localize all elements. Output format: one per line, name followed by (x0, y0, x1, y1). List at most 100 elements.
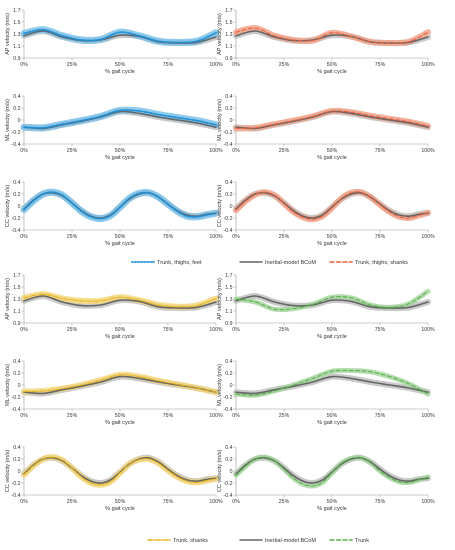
y-tick-label: 0 (18, 383, 21, 389)
y-tick-label: 1.5 (13, 20, 20, 26)
x-tick-label: 50% (327, 327, 338, 333)
chart-panel: 0.9 1.1 1.3 1.5 1.7 0% 25% 50% 75% 100% % gait cyc… (5, 8, 223, 75)
chart-panel: -0.4 -0.2 0 0.2 0.4 0% 25% 50% 75% 100% % gait cyc… (5, 445, 223, 512)
y-tick-label: -0.4 (12, 407, 21, 413)
x-tick-label: 75% (163, 62, 174, 68)
x-axis-label: % gait cycle (105, 241, 135, 247)
chart-panel: -0.4 -0.2 0 0.2 0.4 0% 25% 50% 75% 100% % gait cyc… (217, 94, 435, 161)
y-tick-label: 0 (18, 118, 21, 124)
y-tick-label: 1.1 (13, 44, 20, 50)
y-tick-label: 0.2 (225, 192, 232, 198)
x-axis-label: % gait cycle (105, 506, 135, 512)
x-tick-label: 100% (209, 62, 223, 68)
y-tick-label: -0.2 (12, 216, 21, 222)
legend-label: Trunk, thighs, shanks (355, 260, 408, 266)
x-tick-label: 0% (232, 327, 240, 333)
x-axis-label: % gait cycle (317, 69, 347, 75)
y-axis-label: ML velocity (m/s) (5, 99, 11, 141)
x-axis-label: % gait cycle (105, 69, 135, 75)
y-tick-label: 0.4 (225, 94, 232, 100)
x-tick-label: 75% (375, 499, 386, 505)
x-tick-label: 0% (20, 327, 28, 333)
y-tick-label: 0.2 (13, 371, 20, 377)
y-tick-label: -0.2 (224, 216, 233, 222)
y-tick-label: -0.4 (224, 228, 233, 234)
x-tick-label: 100% (421, 148, 435, 154)
y-tick-label: 0.4 (13, 94, 20, 100)
x-tick-label: 100% (209, 327, 223, 333)
chart-panel: 0.9 1.1 1.3 1.5 1.7 0% 25% 50% 75% 100% % gait cyc… (217, 273, 435, 340)
x-tick-label: 50% (115, 148, 126, 154)
chart-panel: -0.4 -0.2 0 0.2 0.4 0% 25% 50% 75% 100% % gait cyc… (217, 359, 435, 426)
series-line (23, 293, 217, 308)
series-line (235, 375, 429, 395)
x-tick-label: 100% (421, 234, 435, 240)
series-line (235, 290, 429, 311)
x-tick-label: 0% (20, 62, 28, 68)
y-tick-label: 0 (18, 204, 21, 210)
x-tick-label: 75% (163, 327, 174, 333)
series-line (23, 28, 217, 44)
x-axis-label: % gait cycle (317, 241, 347, 247)
x-axis-label: % gait cycle (105, 155, 135, 161)
x-tick-label: 0% (232, 148, 240, 154)
y-tick-label: -0.4 (12, 493, 21, 499)
y-axis-label: AP velocity (m/s) (5, 278, 11, 320)
legend-label: Trunk, thighs, feet (157, 260, 202, 266)
y-tick-label: 1.3 (13, 32, 20, 38)
x-tick-label: 100% (421, 327, 435, 333)
x-tick-label: 50% (327, 234, 338, 240)
x-tick-label: 50% (115, 234, 126, 240)
chart-panel: 0.9 1.1 1.3 1.5 1.7 0% 25% 50% 75% 100% % gait cyc… (217, 8, 435, 75)
y-tick-label: 0.2 (13, 192, 20, 198)
y-tick-label: -0.2 (12, 395, 21, 401)
x-tick-label: 0% (20, 413, 28, 419)
x-tick-label: 75% (163, 148, 174, 154)
legend-label: Inertial-model BCoM (265, 260, 316, 266)
y-tick-label: 0.4 (225, 180, 232, 186)
series-line (235, 295, 429, 309)
y-tick-label: 1.7 (13, 8, 20, 14)
y-tick-label: 0.9 (225, 56, 232, 62)
y-tick-label: 0 (230, 118, 233, 124)
y-tick-label: -0.2 (224, 130, 233, 136)
y-axis-label: AP velocity (m/s) (5, 13, 11, 55)
y-axis-label: AP velocity (m/s) (217, 278, 223, 320)
y-tick-label: 0.4 (13, 359, 20, 365)
x-tick-label: 75% (163, 499, 174, 505)
y-axis-label: ML velocity (m/s) (5, 364, 11, 406)
x-tick-label: 100% (421, 413, 435, 419)
y-axis-label: CC velocity (m/s) (217, 185, 223, 228)
x-tick-label: 75% (163, 413, 174, 419)
y-tick-label: 1.5 (225, 285, 232, 291)
series-line (235, 27, 429, 44)
legend-label: Trunk (355, 538, 369, 544)
y-tick-label: 1.3 (13, 297, 20, 303)
legend: Trunk, shanks Inertial-model BCoM Trunk (147, 538, 369, 544)
y-tick-label: 0.2 (225, 106, 232, 112)
y-tick-label: 1.1 (225, 309, 232, 315)
x-tick-label: 0% (232, 413, 240, 419)
x-tick-label: 75% (375, 148, 386, 154)
chart-panel: -0.4 -0.2 0 0.2 0.4 0% 25% 50% 75% 100% % gait cyc… (217, 180, 435, 247)
x-tick-label: 75% (375, 327, 386, 333)
series-line (23, 109, 217, 129)
chart-panel: -0.4 -0.2 0 0.2 0.4 0% 25% 50% 75% 100% % gait cyc… (5, 180, 223, 247)
x-tick-label: 25% (67, 327, 78, 333)
x-tick-label: 50% (327, 499, 338, 505)
x-tick-label: 50% (327, 62, 338, 68)
chart-panel: -0.4 -0.2 0 0.2 0.4 0% 25% 50% 75% 100% % gait cyc… (5, 359, 223, 426)
y-tick-label: 0.2 (13, 457, 20, 463)
x-tick-label: 50% (115, 499, 126, 505)
y-axis-label: CC velocity (m/s) (217, 450, 223, 493)
chart-panel: 0.9 1.1 1.3 1.5 1.7 0% 25% 50% 75% 100% % gait cyc… (5, 273, 223, 340)
y-tick-label: 0 (230, 469, 233, 475)
x-tick-label: 25% (279, 148, 290, 154)
x-tick-label: 100% (209, 499, 223, 505)
legend: Trunk, thighs, feet Inertial-model BCoM Tr… (131, 260, 408, 266)
x-tick-label: 100% (421, 62, 435, 68)
y-tick-label: -0.2 (224, 395, 233, 401)
y-tick-label: 0.4 (225, 445, 232, 451)
y-tick-label: 1.7 (13, 273, 20, 279)
